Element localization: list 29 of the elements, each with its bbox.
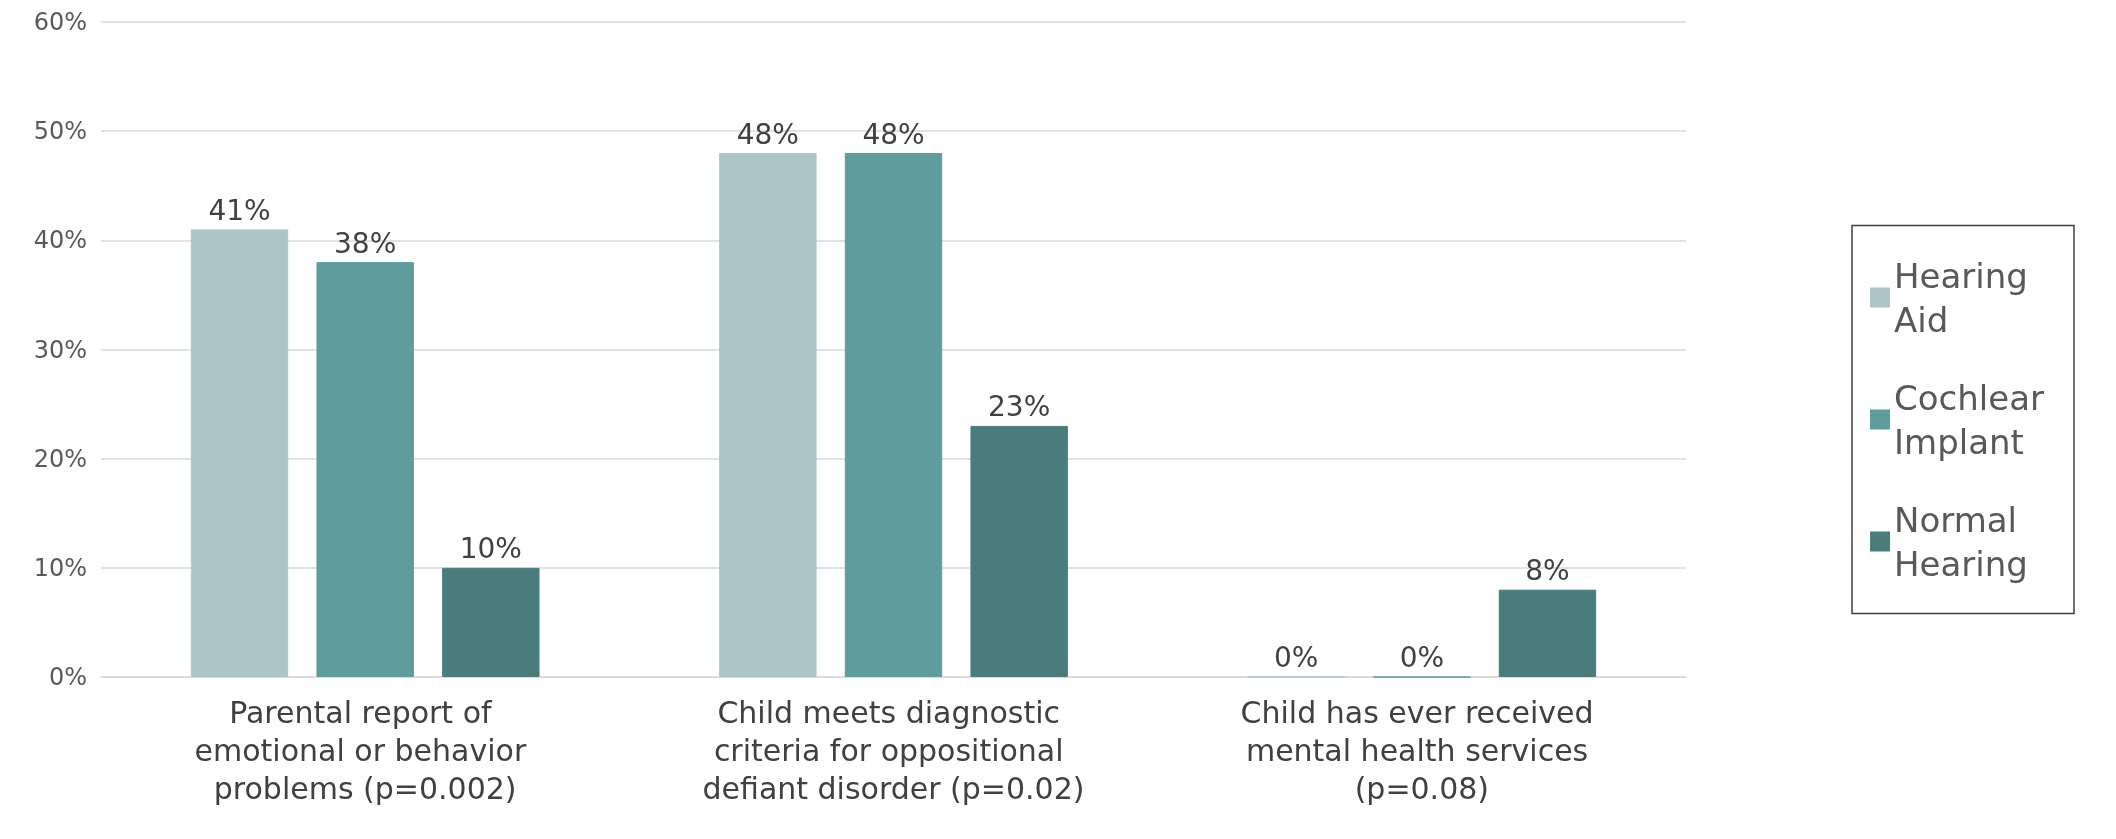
y-tick-label: 10% xyxy=(33,553,87,582)
bar xyxy=(719,153,817,677)
bar xyxy=(970,425,1068,677)
x-tick-label: Parental report of emotional or behavior problems (p=0.002) xyxy=(194,694,536,806)
y-tick-label: 30% xyxy=(33,335,87,364)
y-tick-label: 20% xyxy=(33,444,87,473)
legend-label: Normal Hearing xyxy=(1894,499,2028,584)
data-label: 48% xyxy=(736,117,799,151)
data-label: 38% xyxy=(334,226,397,260)
x-tick-label: Child meets diagnostic criteria for oppositional defiant disorder (p=0.02) xyxy=(702,694,1085,806)
bar xyxy=(1498,589,1597,677)
bar xyxy=(190,229,289,677)
data-label: 48% xyxy=(862,117,925,151)
data-label: 23% xyxy=(988,390,1051,424)
y-tick-label: 50% xyxy=(33,117,87,146)
data-label: 8% xyxy=(1525,554,1570,588)
x-tick-label: Child has ever received mental health services (p=0.08) xyxy=(1240,694,1604,806)
bar xyxy=(442,567,540,677)
data-label: 10% xyxy=(459,532,522,566)
bar xyxy=(316,262,414,677)
y-tick-label: 40% xyxy=(33,226,87,255)
legend-label: Cochlear Implant xyxy=(1894,377,2045,462)
y-tick-label: 60% xyxy=(33,8,87,36)
y-tick-label: 0% xyxy=(48,663,87,691)
data-label: 41% xyxy=(208,193,271,227)
legend-label: Hearing Aid xyxy=(1894,255,2028,340)
data-label: 0% xyxy=(1399,641,1445,674)
bar xyxy=(844,153,943,677)
data-label: 0% xyxy=(1273,641,1319,674)
